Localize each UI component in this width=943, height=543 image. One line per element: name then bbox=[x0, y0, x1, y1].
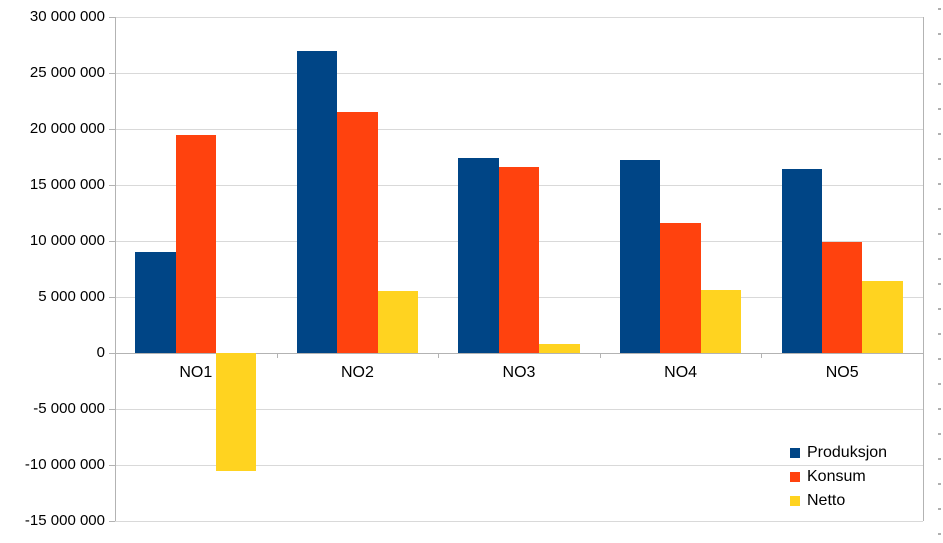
gridline bbox=[115, 73, 923, 74]
bar-produksjon-no5 bbox=[781, 169, 822, 353]
plot-right-border bbox=[923, 17, 924, 521]
gridline bbox=[115, 17, 923, 18]
bar-konsum-no4 bbox=[660, 223, 701, 353]
y-axis-tick bbox=[109, 73, 115, 74]
y-axis-tick-label: -10 000 000 bbox=[24, 456, 105, 473]
gridline bbox=[115, 521, 923, 522]
legend-label: Produksjon bbox=[807, 444, 888, 461]
bar-konsum-no1 bbox=[175, 134, 216, 353]
x-axis-category-label: NO2 bbox=[340, 364, 374, 381]
y-axis-line bbox=[115, 17, 116, 521]
bar-netto-no2 bbox=[377, 291, 418, 353]
x-axis-category-label: NO1 bbox=[179, 364, 213, 381]
bar-netto-no4 bbox=[700, 290, 742, 353]
y-axis-tick bbox=[109, 465, 115, 466]
x-axis-tick bbox=[761, 353, 763, 358]
y-axis-tick bbox=[109, 409, 115, 410]
legend-swatch-netto bbox=[790, 496, 800, 506]
y-axis-tick-label: 20 000 000 bbox=[29, 120, 105, 137]
x-axis-tick bbox=[438, 353, 440, 358]
legend-item-produksjon: Produksjon bbox=[790, 441, 887, 465]
legend-label: Konsum bbox=[807, 468, 866, 485]
legend-item-netto: Netto bbox=[790, 489, 887, 513]
bar-produksjon-no3 bbox=[458, 158, 499, 353]
bar-produksjon-no4 bbox=[620, 160, 661, 353]
y-axis-tick bbox=[109, 129, 115, 130]
y-axis-tick bbox=[109, 241, 115, 242]
x-axis-category-label: NO3 bbox=[502, 364, 536, 381]
x-axis-zero-line bbox=[115, 353, 923, 354]
y-axis-tick-label: 10 000 000 bbox=[29, 232, 105, 249]
bar-produksjon-no2 bbox=[296, 50, 338, 353]
bar-konsum-no2 bbox=[337, 112, 378, 353]
x-axis-tick bbox=[599, 353, 601, 358]
x-axis-category-label: NO5 bbox=[825, 364, 859, 381]
page-break-dots-icon bbox=[938, 8, 941, 538]
bar-konsum-no5 bbox=[822, 242, 863, 353]
y-axis-tick-label: -5 000 000 bbox=[33, 400, 105, 417]
gridline bbox=[115, 409, 923, 410]
y-axis-tick-label: 0 bbox=[96, 344, 105, 361]
x-axis-tick bbox=[115, 353, 116, 358]
x-axis-tick bbox=[923, 353, 924, 358]
y-axis-tick-label: 15 000 000 bbox=[29, 176, 105, 193]
y-axis-tick-label: 30 000 000 bbox=[29, 8, 105, 25]
y-axis-tick-label: 5 000 000 bbox=[38, 288, 105, 305]
bar-produksjon-no1 bbox=[135, 252, 176, 353]
legend-item-konsum: Konsum bbox=[790, 465, 887, 489]
gridline bbox=[115, 465, 923, 466]
y-axis-tick bbox=[109, 297, 115, 298]
legend: Produksjon Konsum Netto bbox=[790, 441, 887, 513]
gridline bbox=[115, 129, 923, 130]
bar-netto-no3 bbox=[539, 344, 580, 353]
bar-konsum-no3 bbox=[498, 167, 540, 353]
y-axis-tick bbox=[109, 521, 115, 522]
x-axis-category-label: NO4 bbox=[664, 364, 698, 381]
y-axis-tick bbox=[109, 353, 115, 354]
legend-swatch-konsum bbox=[790, 472, 800, 482]
y-axis-tick bbox=[109, 17, 115, 18]
y-axis-tick-label: 25 000 000 bbox=[29, 64, 105, 81]
plot-area bbox=[115, 17, 924, 522]
x-axis-tick bbox=[276, 353, 278, 358]
bar-netto-no1 bbox=[216, 353, 257, 471]
bar-netto-no5 bbox=[862, 281, 903, 353]
y-axis-tick-label: -15 000 000 bbox=[24, 512, 105, 529]
legend-swatch-produksjon bbox=[790, 448, 800, 458]
y-axis-tick bbox=[109, 185, 115, 186]
legend-label: Netto bbox=[807, 492, 846, 509]
